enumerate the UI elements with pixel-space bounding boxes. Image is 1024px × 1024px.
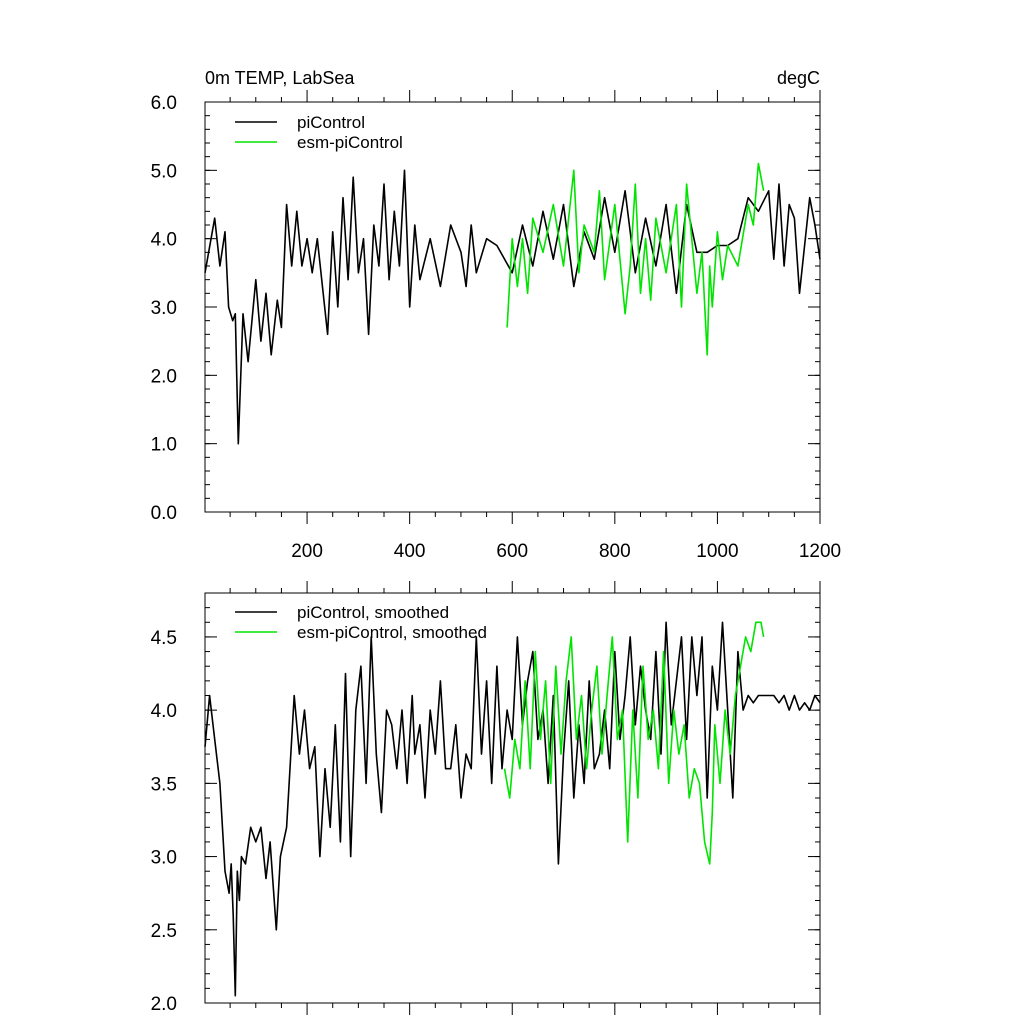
y-tick-label: 2.0 bbox=[151, 994, 177, 1015]
series-line-1 bbox=[503, 621, 765, 865]
x-tick-label: 200 bbox=[291, 541, 323, 562]
lines bbox=[204, 162, 821, 445]
y-tick-label: 2.5 bbox=[151, 921, 177, 942]
top-panel: 0m TEMP, LabSea degC 0.0 1.0 2.0 3.0 4.0 5.0 6… bbox=[151, 68, 842, 562]
tick-labels: 2.0 2.5 3.0 3.5 4.0 4.5 bbox=[151, 628, 177, 1015]
lines bbox=[204, 621, 821, 997]
legend-label: esm-piControl, smoothed bbox=[297, 623, 487, 642]
legend-label: piControl, smoothed bbox=[297, 603, 449, 622]
legend-label: piControl bbox=[297, 113, 365, 132]
legend-label: esm-piControl bbox=[297, 133, 403, 152]
series-line-0 bbox=[204, 621, 821, 997]
y-tick-label: 4.0 bbox=[151, 701, 177, 722]
x-tick-label: 1000 bbox=[696, 541, 738, 562]
y-tick-label: 1.0 bbox=[151, 435, 177, 456]
y-tick-label: 4.5 bbox=[151, 628, 177, 649]
title-right: degC bbox=[777, 68, 820, 88]
plot-frame bbox=[204, 592, 821, 1004]
plot-frame bbox=[204, 101, 821, 513]
bottom-panel: 2.0 2.5 3.0 3.5 4.0 4.5 piControl, smoothedes… bbox=[151, 581, 821, 1015]
y-tick-label: 0.0 bbox=[151, 503, 177, 524]
y-tick-label: 4.0 bbox=[151, 230, 177, 251]
tick-labels: 0.0 1.0 2.0 3.0 4.0 5.0 6.0 200 400 600 800 1000 120… bbox=[151, 93, 842, 562]
ticks bbox=[205, 581, 821, 1015]
x-tick-label: 600 bbox=[496, 541, 528, 562]
y-tick-label: 6.0 bbox=[151, 93, 177, 114]
x-tick-label: 800 bbox=[599, 541, 631, 562]
x-tick-label: 400 bbox=[394, 541, 426, 562]
y-tick-label: 2.0 bbox=[151, 366, 177, 387]
y-tick-label: 3.5 bbox=[151, 774, 177, 795]
y-tick-label: 3.0 bbox=[151, 298, 177, 319]
y-tick-label: 3.0 bbox=[151, 848, 177, 869]
y-tick-label: 5.0 bbox=[151, 161, 177, 182]
x-tick-label: 1200 bbox=[799, 541, 841, 562]
title-left: 0m TEMP, LabSea bbox=[205, 68, 355, 88]
series-line-1 bbox=[506, 162, 765, 356]
